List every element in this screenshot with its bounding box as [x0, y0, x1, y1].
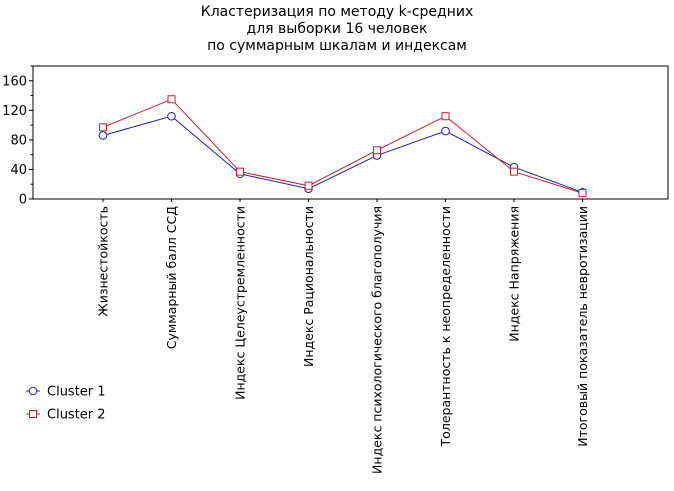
- series-line: [102, 98, 583, 194]
- x-tick-label: Индекс Напряжения: [507, 206, 522, 342]
- legend-marker: [29, 410, 37, 418]
- series-2: [99, 95, 587, 198]
- legend-item: Cluster 2: [26, 408, 106, 423]
- data-point: [236, 167, 244, 176]
- legend-item: Cluster 1: [26, 385, 106, 400]
- data-point: [441, 112, 450, 121]
- x-tick-label: Толерантность к неопределенности: [438, 206, 453, 447]
- x-tick-label: Индекс Целеустремленности: [233, 206, 248, 400]
- y-axis: 0 40 80 120 160: [2, 65, 33, 208]
- title-line: для выборки 16 человек: [247, 21, 428, 37]
- data-point: [304, 181, 313, 190]
- data-point: [167, 95, 176, 104]
- plot-area: [32, 65, 669, 200]
- x-tick-label: Жизнестойкость: [96, 206, 111, 317]
- x-tick-label: Индекс психологического благополучия: [370, 206, 385, 474]
- data-point: [510, 167, 518, 176]
- data-point: [373, 146, 381, 155]
- series-lines: [98, 95, 587, 198]
- y-tick-label: 40: [10, 163, 27, 178]
- legend-marker: [28, 386, 38, 396]
- y-tick-label: 80: [10, 133, 27, 148]
- data-point: [441, 126, 450, 136]
- legend: Cluster 1 Cluster 2: [26, 385, 106, 423]
- legend-label: Cluster 1: [47, 385, 106, 400]
- x-tick-label: Суммарный балл ССД: [164, 206, 179, 349]
- x-axis: Жизнестойкость Суммарный балл ССД Индекс Ц…: [96, 199, 590, 474]
- data-point: [578, 189, 587, 198]
- legend-label: Cluster 2: [47, 408, 106, 423]
- title-line: по суммарным шкалам и индексам: [207, 38, 467, 54]
- title-line: Кластеризация по методу k-средних: [201, 4, 474, 20]
- series-line: [102, 115, 583, 193]
- y-tick-label: 120: [2, 104, 27, 119]
- data-point: [167, 111, 176, 121]
- series-1: [98, 111, 587, 197]
- data-point: [99, 123, 107, 132]
- y-tick-label: 0: [19, 193, 27, 208]
- data-point: [98, 131, 108, 140]
- y-tick-label: 160: [2, 74, 27, 89]
- x-tick-label: Итоговый показатель невротизации: [575, 206, 590, 447]
- x-tick-label: Индекс Рациональности: [301, 206, 316, 367]
